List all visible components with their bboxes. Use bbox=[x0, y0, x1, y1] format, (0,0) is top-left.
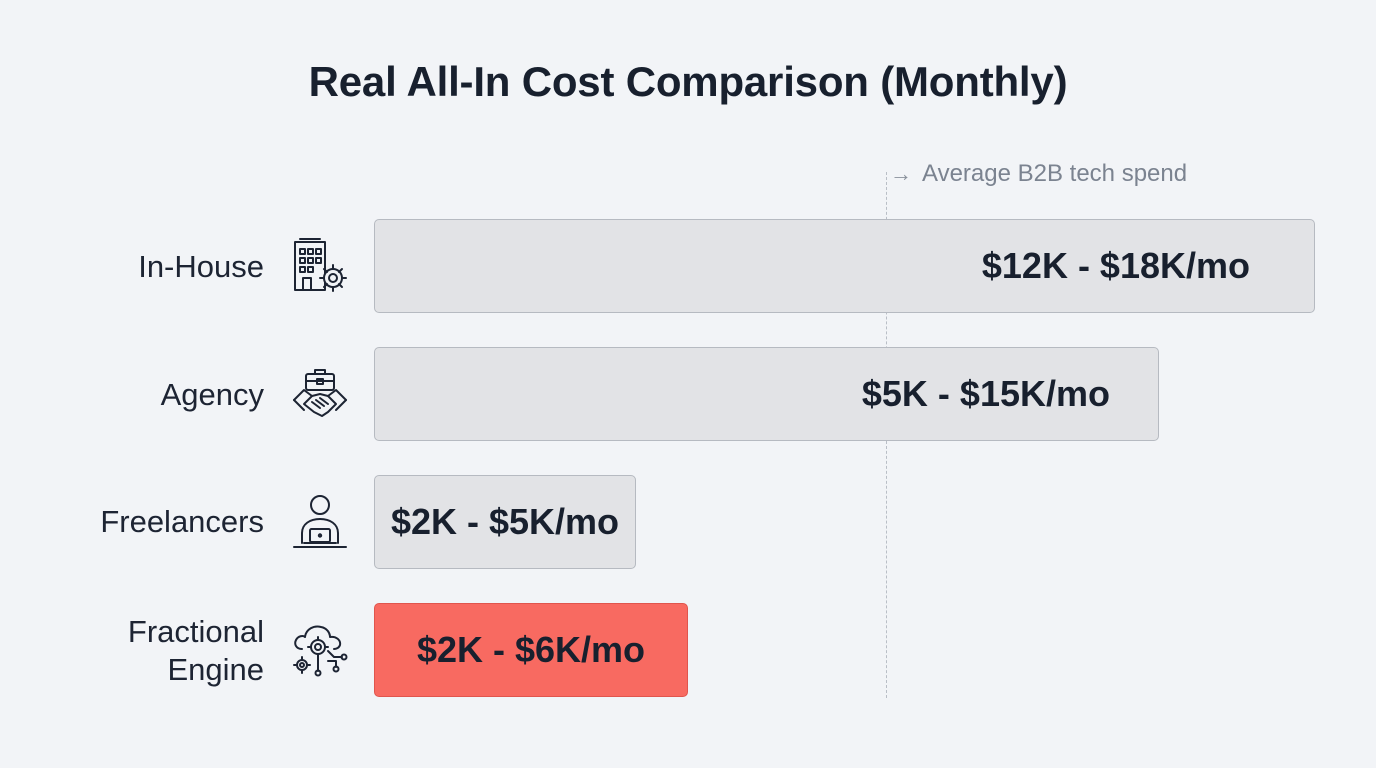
category-label-line: Engine bbox=[167, 652, 264, 687]
category-label-line: Fractional bbox=[127, 614, 264, 649]
reference-label: → Average B2B tech spend bbox=[890, 160, 1187, 188]
reference-label-text: Average B2B tech spend bbox=[922, 160, 1188, 187]
category-label-freelancers: Freelancers bbox=[4, 503, 264, 541]
category-label-agency: Agency bbox=[4, 376, 264, 414]
arrow-right-icon: → bbox=[890, 161, 912, 186]
bar-freelancers: $2K - $5K/mo bbox=[374, 475, 636, 569]
bar-fractional-engine: $2K - $6K/mo bbox=[374, 603, 688, 697]
bar-value-label: $2K - $5K/mo bbox=[390, 501, 620, 542]
bar-in-house: $12K - $18K/mo bbox=[374, 219, 1315, 313]
category-label-line: Freelancers bbox=[100, 504, 264, 539]
bar-value-label: $2K - $6K/mo bbox=[416, 629, 646, 670]
cloud-gears-network-icon bbox=[290, 619, 350, 679]
category-label-line: Agency bbox=[160, 377, 264, 412]
bar-value-label: $12K - $18K/mo bbox=[981, 245, 1250, 286]
category-label-in-house: In-House bbox=[4, 248, 264, 286]
bar-value-label: $5K - $15K/mo bbox=[861, 373, 1110, 414]
office-building-gear-icon bbox=[290, 236, 350, 296]
chart-title: Real All-In Cost Comparison (Monthly) bbox=[308, 58, 1068, 105]
category-label-line: In-House bbox=[138, 249, 264, 284]
bar-agency: $5K - $15K/mo bbox=[374, 347, 1159, 441]
category-label-fractional-engine: Fractional Engine bbox=[4, 613, 264, 689]
person-laptop-icon bbox=[290, 491, 350, 551]
briefcase-handshake-icon bbox=[290, 364, 350, 424]
